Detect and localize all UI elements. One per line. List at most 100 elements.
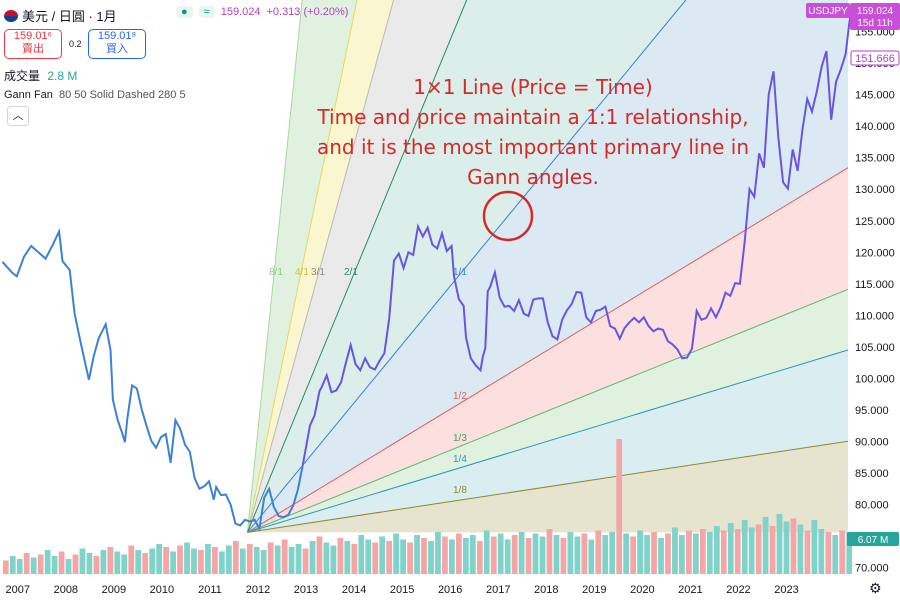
x-tick-label: 2019 [582, 584, 606, 596]
volume-bar [163, 547, 169, 574]
gann-fan-line [246, 0, 358, 533]
y-tick-label: 70.000 [855, 563, 889, 575]
marker-price-badge: 151.666 [855, 53, 895, 65]
volume-bar [623, 533, 630, 574]
gear-icon[interactable]: ⚙ [869, 580, 882, 596]
volume-bar [365, 539, 372, 574]
y-tick-label: 130.000 [855, 184, 895, 196]
gann-fan-line [247, 288, 849, 533]
volume-legend[interactable]: 成交量 2.8 M [4, 67, 77, 84]
y-tick-label: 100.000 [855, 373, 895, 385]
volume-bar [149, 548, 156, 574]
volume-bar [302, 548, 309, 574]
volume-bar [246, 544, 253, 574]
us-jp-flag-icon [4, 9, 18, 22]
annotation-line-1: 1×1 Line (Price = Time) [413, 75, 653, 99]
symbol-title-row[interactable]: 美元 / 日圓 · 1月 [4, 6, 117, 25]
volume-bar [323, 542, 330, 574]
volume-legend-value: 2.8 M [47, 69, 78, 83]
volume-bar [504, 539, 511, 574]
volume-bar [776, 514, 783, 574]
gann-legend[interactable]: Gann Fan 80 50 Solid Dashed 280 5 [4, 89, 186, 101]
volume-bar [309, 541, 316, 574]
price-series [1, 5, 857, 532]
highlight-circle [482, 190, 534, 242]
x-tick-label: 2020 [630, 584, 654, 596]
gann-fan-label: 8/1 [269, 267, 283, 278]
gann-fan-zone [247, 0, 686, 533]
x-tick-label: 2023 [774, 584, 798, 596]
volume-bar [699, 529, 706, 574]
gann-fan-lines [246, 0, 849, 533]
symbol-badge: USDJPY [808, 6, 848, 17]
volume-bar [239, 548, 246, 574]
buy-price: 159.01⁸ [97, 30, 137, 42]
volume-bar [762, 517, 769, 574]
volume-bar [797, 524, 804, 574]
volume-bar [260, 550, 267, 574]
x-tick-label: 2013 [294, 584, 318, 596]
volume-bar [518, 532, 525, 574]
volume-bar [121, 554, 128, 574]
volume-bar [253, 547, 260, 574]
volume-bar [198, 550, 204, 574]
chevron-up-icon[interactable]: ︿ [7, 106, 29, 126]
x-tick-label: 2015 [390, 584, 414, 596]
volume-bar [616, 439, 623, 574]
volume-bar [400, 539, 406, 574]
volume-bar [86, 553, 93, 574]
volume-bar [267, 542, 274, 574]
volume-bar [442, 536, 448, 574]
volume-bar [16, 559, 23, 574]
volume-bar [748, 527, 755, 574]
price-badges: USDJPY 159.024 15d 11h 151.666 6.07 M [806, 3, 900, 546]
volume-bar [337, 538, 344, 574]
y-axis: 155.000150.000145.000140.000135.000130.0… [855, 27, 895, 575]
sell-button[interactable]: 159.01⁶ 賣出 [4, 29, 62, 59]
volume-bar [2, 560, 9, 574]
volume-bar [225, 545, 232, 574]
volume-bar [455, 533, 462, 574]
volume-bar [288, 547, 295, 574]
annotation-line-4: Gann angles. [467, 165, 599, 189]
volume-bar [532, 533, 539, 574]
volume-bar [58, 551, 65, 574]
x-tick-label: 2007 [6, 584, 30, 596]
sell-label: 賣出 [22, 43, 44, 55]
volume-bar [839, 530, 846, 574]
volume-bar [295, 544, 302, 574]
volume-bar [546, 529, 553, 574]
sell-price: 159.01⁶ [13, 30, 53, 42]
symbol-title[interactable]: 美元 / 日圓 · 1月 [22, 9, 117, 24]
x-tick-label: 2022 [726, 584, 750, 596]
volume-bar [65, 559, 72, 574]
x-tick-label: 2012 [246, 584, 270, 596]
gann-fan-labels: 8/1 4/1 3/1 2/1 1/1 1/2 1/3 1/4 1/8 [269, 267, 467, 496]
volume-bar [330, 545, 337, 574]
volume-bar [783, 521, 790, 574]
volume-bar [393, 533, 400, 574]
volume-bar [497, 533, 504, 574]
gann-fan-line [246, 0, 468, 533]
volume-bar [435, 532, 441, 574]
last-price-badge: 159.024 [857, 6, 894, 17]
volume-bar [205, 544, 211, 574]
volume-bar [232, 541, 239, 574]
volume-bar [156, 544, 163, 574]
volume-bar [386, 541, 393, 574]
gann-fan-label: 1/1 [453, 267, 467, 278]
annotation-text: 1×1 Line (Price = Time) Time and price m… [268, 72, 798, 192]
volume-bar [755, 524, 762, 574]
gann-fan-label: 3/1 [311, 267, 325, 278]
volume-bar [372, 542, 379, 574]
marker-price-badge-bg [850, 50, 900, 66]
volume-bar [212, 547, 218, 574]
buy-button[interactable]: 159.01⁸ 買入 [88, 29, 146, 59]
volume-bar [407, 542, 413, 574]
y-tick-label: 80.000 [855, 500, 889, 512]
symbol-badge-bg [806, 3, 850, 18]
quote-change: +0.313 (+0.20%) [266, 6, 349, 18]
volume-bar [567, 532, 574, 574]
volume-bar [790, 518, 797, 574]
